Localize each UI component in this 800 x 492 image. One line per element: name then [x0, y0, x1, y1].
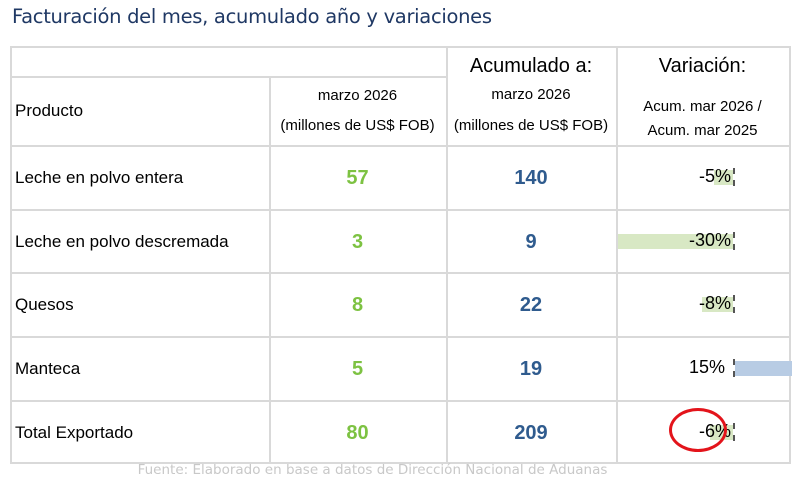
accum-value-cell: 9: [446, 211, 616, 273]
variation-value: 15%: [688, 357, 725, 377]
variation-axis: [733, 423, 735, 441]
accum-value-cell: 140: [446, 147, 616, 209]
header-accum: Acumulado a: marzo 2026 (millones de US$…: [446, 48, 616, 145]
header-accum-line2: (millones de US$ FOB): [453, 117, 609, 134]
month-value-cell: 5: [269, 338, 446, 400]
header-bottom: [10, 145, 790, 147]
product-name: Leche en polvo entera: [15, 168, 184, 187]
table-border-left: [10, 46, 12, 464]
variation-bar: [713, 170, 733, 185]
row-divider: [10, 400, 790, 402]
month-value: 80: [346, 421, 369, 444]
variation-value: -30%: [688, 230, 731, 250]
month-value-cell: 57: [269, 147, 446, 209]
header-month-line1: marzo 2026: [317, 86, 398, 104]
header-accum-title: Acumulado a:: [469, 55, 593, 77]
header-month: marzo 2026 (millones de US$ FOB): [269, 76, 446, 145]
product-cell: Quesos: [15, 274, 269, 336]
accum-value-cell: 22: [446, 274, 616, 336]
product-name: Leche en polvo descremada: [15, 232, 229, 251]
accum-value: 140: [514, 166, 548, 189]
accum-value: 19: [519, 357, 543, 380]
month-value: 57: [346, 166, 369, 189]
accum-value: 9: [525, 230, 537, 253]
header-variation-title: Variación:: [658, 55, 747, 77]
header-variation-line1: Acum. mar 2026 /: [643, 98, 762, 115]
month-value: 5: [351, 357, 364, 380]
product-name: Manteca: [15, 359, 81, 378]
variation-bar: [735, 361, 793, 376]
variation-value: -5%: [698, 166, 731, 186]
source-note: Fuente: Elaborado en base a datos de Dir…: [137, 462, 608, 478]
column-divider: [446, 46, 448, 464]
column-divider: [269, 76, 271, 464]
accum-value: 22: [519, 293, 543, 316]
highlight-circle: [669, 408, 727, 452]
variation-bar: [618, 234, 733, 249]
product-name: Quesos: [15, 295, 74, 314]
month-value-cell: 8: [269, 274, 446, 336]
table-border-right: [789, 46, 791, 464]
row-divider: [10, 336, 790, 338]
header-accum-line1: marzo 2026: [491, 86, 571, 103]
billing-table: Producto marzo 2026 (millones de US$ FOB…: [10, 46, 793, 464]
column-divider: [616, 46, 618, 464]
accum-value: 209: [514, 421, 548, 444]
variation-axis: [733, 168, 735, 186]
row-divider: [10, 209, 790, 211]
month-value: 3: [351, 230, 364, 253]
header-divider: [10, 76, 446, 78]
header-product-label: Producto: [15, 100, 84, 120]
product-cell: Leche en polvo entera: [15, 147, 269, 209]
header-product: Producto: [15, 76, 269, 145]
header-variation-line2: Acum. mar 2025: [647, 122, 758, 139]
accum-value-cell: 19: [446, 338, 616, 400]
product-cell: Manteca: [15, 338, 269, 400]
page-title: Facturación del mes, acumulado año y var…: [12, 5, 492, 28]
product-cell: Total Exportado: [15, 402, 269, 464]
variation-axis: [733, 359, 735, 377]
header-month-line2: (millones de US$ FOB): [280, 116, 435, 134]
row-divider: [10, 272, 790, 274]
variation-axis: [733, 295, 735, 313]
month-value-cell: 3: [269, 211, 446, 273]
variation-bar: [702, 297, 733, 312]
variation-value: -8%: [698, 293, 731, 313]
table-border-bottom: [10, 462, 790, 464]
table-border-top: [10, 46, 790, 48]
month-value-cell: 80: [269, 402, 446, 464]
accum-value-cell: 209: [446, 402, 616, 464]
product-cell: Leche en polvo descremada: [15, 211, 269, 273]
month-value: 8: [351, 293, 364, 316]
product-name: Total Exportado: [15, 423, 134, 442]
variation-axis: [733, 232, 735, 250]
header-variation: Variación: Acum. mar 2026 / Acum. mar 20…: [616, 48, 789, 145]
